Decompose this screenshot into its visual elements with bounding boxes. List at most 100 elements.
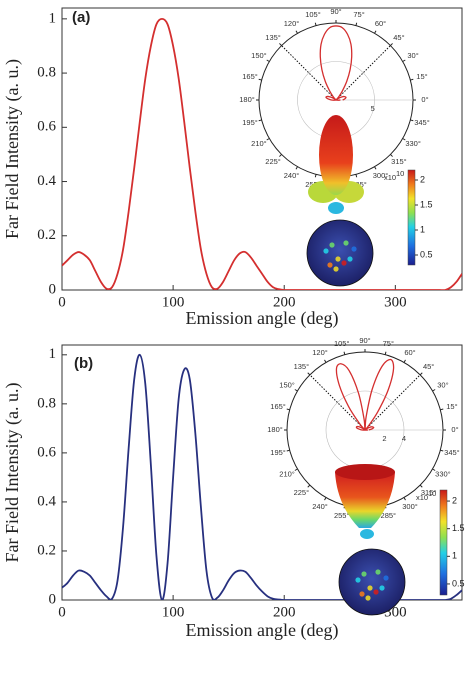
polar-angle-label: 60° [375,19,386,28]
polar-tick [440,449,444,452]
polar-tick [402,59,406,62]
colorbar-label: 1.5 [420,199,433,209]
x-tick-label: 100 [162,294,185,310]
polar-angle-label: 240° [284,171,300,180]
polar-radial-label: 2 [382,434,386,443]
polar-angle-label: 210° [251,139,267,148]
panel-label: (b) [74,355,93,372]
polar-angle-label: 0° [451,425,458,434]
polar-dotted-line [309,374,366,431]
polar-tick [266,59,270,62]
y-tick-label: 0.4 [37,493,56,509]
polar-tick [374,166,377,170]
polar-angle-label: 150° [251,51,267,60]
multiplier-exponent: 10 [396,169,404,178]
radiation-3d-base [360,529,374,539]
y-tick-label: 0.6 [37,444,56,460]
field-speckle [329,242,335,248]
polar-angle-label: 135° [294,362,310,371]
polar-tick [324,359,327,363]
radiation-3d-rim [335,464,395,480]
colorbar-label: 0.5 [452,578,465,588]
polar-tick [279,154,282,157]
polar-angle-label: 30° [407,51,418,60]
field-speckle [351,246,357,252]
intensity-line [62,17,462,290]
field-speckle [379,585,385,591]
field-speckle [347,256,353,262]
x-tick-label: 0 [58,604,66,620]
polar-tick [355,174,358,178]
polar-tick [286,449,290,452]
polar-angle-label: 120° [312,348,328,357]
field-speckle [333,266,339,272]
x-axis-label: Emission angle (deg) [186,308,339,329]
polar-tick [390,43,393,46]
colorbar [407,169,416,266]
field-sphere [306,219,374,287]
polar-tick [374,30,377,34]
polar-angle-label: 45° [393,33,404,42]
colorbar-label: 0.5 [420,249,433,259]
field-speckle [343,240,349,246]
plot-frame [61,344,463,601]
x-tick-label: 200 [273,294,296,310]
polar-tick [307,372,311,376]
polar-angle-label: 150° [279,380,295,389]
field-speckle [355,577,361,583]
polar-tick [295,166,298,170]
polar-tick [314,22,317,26]
polar-angle-label: 75° [353,10,364,19]
x-axis-label: Emission angle (deg) [186,620,339,641]
polar-angle-label: 225° [265,157,281,166]
x-tick-label: 0 [58,294,66,310]
polar-angle-label: 180° [267,425,283,434]
polar-angle-label: 60° [404,348,415,357]
x-tick-label: 300 [384,294,407,310]
polar-tick [419,372,423,376]
polar-tick [390,154,393,157]
polar-tick [324,497,327,501]
multiplier: x10 [384,173,396,182]
field-speckle [365,595,371,601]
intensity-line [62,353,462,600]
colorbar-label: 2 [452,495,457,505]
polar-dotted-line [364,374,421,431]
polar-angle-label: 195° [270,448,286,457]
y-tick-label: 0.4 [37,173,56,189]
field-speckle [335,256,341,262]
polar-tick [343,351,346,355]
polar-angle-label: 300° [373,171,389,180]
polar-angle-label: 300° [402,502,418,511]
y-tick-label: 0.8 [37,395,56,411]
polar-tick [432,389,436,392]
polar-tick [432,468,436,471]
plot-frame [61,7,463,291]
polar-angle-label: 165° [242,72,258,81]
x-tick-label: 100 [162,604,185,620]
colorbar [439,489,448,596]
polar-angle-label: 330° [405,139,421,148]
polar-angle-label: 30° [437,380,448,389]
field-speckle [373,589,379,595]
polar-tick [266,138,270,141]
y-axis-label: Far Field Intensity (a. u.) [2,59,23,239]
y-tick-label: 0.8 [37,65,56,81]
polar-tick [410,78,414,81]
polar-angle-label: 135° [265,33,281,42]
polar-tick [294,468,298,471]
polar-angle-label: 15° [446,402,457,411]
polar-dotted-line [281,45,337,101]
polar-angle-label: 315° [391,157,407,166]
polar-lobe [335,358,395,431]
polar-tick [419,484,423,488]
colorbar-label: 1 [420,224,425,234]
colorbar-label: 1.5 [452,523,465,533]
polar-tick [279,43,282,46]
polar-angle-label: 105° [305,10,321,19]
polar-angle-label: 240° [312,502,328,511]
polar-angle-label: 0° [421,95,428,104]
field-speckle [361,571,367,577]
y-tick-label: 1 [49,10,57,26]
